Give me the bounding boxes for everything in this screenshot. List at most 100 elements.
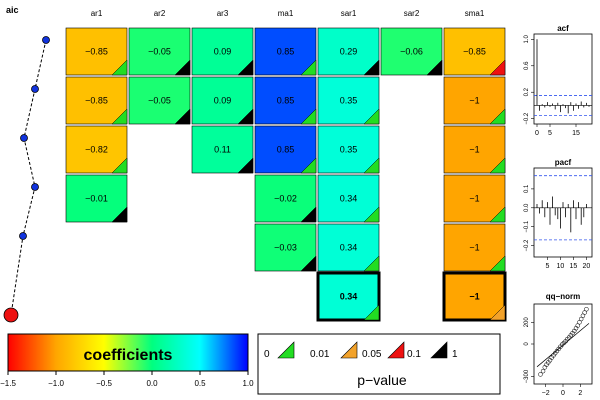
x-tick-label: −2: [542, 390, 550, 397]
pvalue-legend-triangle: [430, 341, 448, 359]
cell-fill: [128, 27, 191, 76]
aic-point: [42, 36, 50, 44]
cell-fill: [254, 174, 317, 223]
column-label-sar1: sar1: [341, 9, 357, 18]
pvalue-triangle: [363, 59, 380, 76]
colorbar-gradient: [7, 333, 249, 372]
cell-value-label: −0.05: [148, 96, 171, 106]
y-tick-label: −0.1: [524, 220, 530, 233]
pvalue-triangle: [237, 157, 254, 174]
cell-value-label: −0.03: [274, 243, 297, 253]
panel-frame: [533, 303, 593, 385]
pvalue-triangle: [300, 59, 317, 76]
x-tick-label: 5: [545, 263, 549, 270]
panel-frame: [533, 33, 593, 125]
pvalue-triangle: [300, 157, 317, 174]
pvalue-legend-triangle: [277, 341, 295, 359]
heatmap-cell: −0.05: [128, 76, 191, 125]
colorbar-tick-label: −1.0: [48, 379, 64, 388]
cell-value-label: 0.34: [340, 194, 358, 204]
colorbar-title: coefficients: [84, 347, 173, 364]
pvalue-triangle: [489, 157, 506, 174]
x-tick-label: 10: [557, 263, 565, 270]
heatmap-cell: 0.34: [316, 271, 381, 322]
cell-value-label: 0.85: [277, 96, 295, 106]
pvalue-threshold-label: 0.05: [362, 349, 382, 360]
colorbar-tick-label: 0.5: [194, 379, 206, 388]
cell-fill: [442, 271, 507, 322]
cell-fill: [191, 76, 254, 125]
heatmap-cell: 0.29: [317, 27, 380, 76]
cell-fill: [317, 76, 380, 125]
aic-point: [31, 85, 39, 93]
pvalue-triangle: [174, 59, 191, 76]
pvalue-triangle: [300, 108, 317, 125]
aic-point: [31, 183, 39, 191]
heatmap-cell: −0.02: [254, 174, 317, 223]
qq-point: [540, 368, 546, 374]
aic-point-best: [3, 307, 19, 323]
column-label-ar1: ar1: [91, 9, 103, 18]
cell-fill: [317, 27, 380, 76]
aic-line: [10, 39, 47, 316]
x-tick-label: 15: [570, 263, 578, 270]
heatmap-cell: 0.35: [317, 76, 380, 125]
y-tick-label: 0: [524, 342, 530, 346]
cell-fill: [443, 76, 506, 125]
x-tick-label: 2: [578, 390, 582, 397]
panel-title: qq−norm: [546, 292, 580, 301]
pvalue-triangle: [489, 206, 506, 223]
colorbar-tick-label: −0.5: [96, 379, 112, 388]
pvalue-triangle: [111, 157, 128, 174]
heatmap-cell: 0.11: [191, 125, 254, 174]
y-tick-label: 0.2: [524, 87, 530, 96]
cell-fill: [443, 125, 506, 174]
y-tick-label: 200: [524, 317, 530, 328]
pvalue-triangle: [363, 255, 380, 272]
pvalue-threshold-label: 1: [452, 349, 458, 360]
cell-value-label: −0.85: [85, 47, 108, 57]
y-tick-label: −0.2: [524, 112, 530, 125]
pvalue-triangle: [489, 255, 506, 272]
heatmap-cell: 0.85: [254, 125, 317, 174]
heatmap-cell: 0.85: [254, 76, 317, 125]
cell-fill: [317, 223, 380, 272]
heatmap-axis-labels: aic ar1 ar2 ar3 ma1 sar1 sar2 sma1: [6, 5, 485, 18]
column-label-ar3: ar3: [217, 9, 229, 18]
qq-reference-line: [536, 323, 590, 368]
qq-norm-panel: qq−norm −300 0 200 −2 0 2: [524, 292, 593, 397]
pvalue-triangle: [363, 108, 380, 125]
pvalue-threshold-label: 0.01: [310, 349, 330, 360]
column-label-sma1: sma1: [465, 9, 485, 18]
pvalue-triangle: [489, 304, 506, 321]
heatmap-cell: −0.03: [254, 223, 317, 272]
pvalue-threshold-label: 0: [264, 349, 270, 360]
pvalue-triangle: [300, 255, 317, 272]
x-tick-label: 0: [561, 390, 565, 397]
cell-value-label: −1: [469, 243, 479, 253]
coefficient-heatmap: −0.85 −0.05 0.09 0.85 0.29 −0.06 −0.85 −0.85 −0.…: [65, 27, 507, 322]
heatmap-cell: 0.09: [191, 76, 254, 125]
heatmap-cell: 0.34: [317, 174, 380, 223]
aic-label: aic: [6, 5, 19, 15]
pvalue-legend-box: [257, 333, 501, 395]
column-label-sar2: sar2: [404, 9, 420, 18]
cell-fill: [65, 174, 128, 223]
aic-point: [19, 232, 27, 240]
y-tick-label: 1.0: [524, 34, 530, 43]
cell-value-label: −0.06: [400, 47, 423, 57]
pvalue-triangle: [174, 108, 191, 125]
x-tick-label: 20: [583, 263, 591, 270]
heatmap-cell: 0.09: [191, 27, 254, 76]
heatmap-cell: −1: [443, 76, 506, 125]
y-tick-label: −300: [524, 369, 530, 383]
pvalue-triangle: [363, 304, 380, 321]
heatmap-cell: −1: [442, 271, 507, 322]
x-tick-label: 15: [572, 130, 580, 137]
heatmap-cell: 0.85: [254, 27, 317, 76]
cell-value-label: 0.09: [214, 96, 232, 106]
pvalue-triangle: [489, 59, 506, 76]
cell-fill: [380, 27, 443, 76]
cell-fill: [65, 125, 128, 174]
cell-value-label: 0.09: [214, 47, 232, 57]
